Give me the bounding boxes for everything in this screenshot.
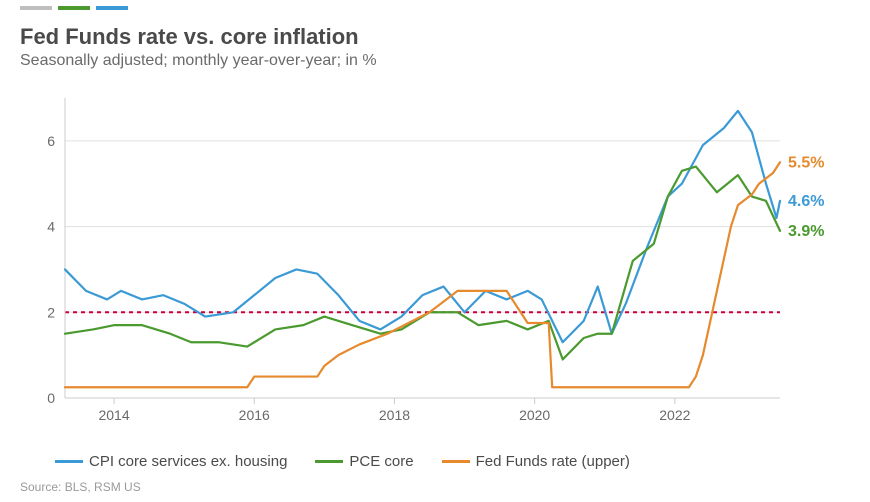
- source-text: Source: BLS, RSM US: [20, 480, 141, 494]
- svg-text:2022: 2022: [659, 407, 690, 423]
- legend: CPI core services ex. housing PCE core F…: [55, 453, 630, 470]
- chart-subtitle: Seasonally adjusted; monthly year-over-y…: [20, 52, 377, 70]
- svg-text:6: 6: [47, 133, 55, 149]
- legend-item-fedfunds: Fed Funds rate (upper): [442, 453, 630, 470]
- svg-text:4.6%: 4.6%: [788, 193, 824, 210]
- legend-label: CPI core services ex. housing: [89, 453, 287, 470]
- svg-text:2018: 2018: [379, 407, 410, 423]
- legend-item-pce: PCE core: [315, 453, 413, 470]
- legend-label: PCE core: [349, 453, 413, 470]
- svg-text:4: 4: [47, 219, 55, 235]
- svg-text:2020: 2020: [519, 407, 550, 423]
- decorative-top-dashes: [20, 6, 128, 10]
- svg-text:5.5%: 5.5%: [788, 154, 824, 171]
- svg-text:0: 0: [47, 390, 55, 406]
- svg-text:2014: 2014: [98, 407, 129, 423]
- line-chart: 0 2 4 6 2014 2016 2018 2020 2022 4.6% 3.9% 5.5%: [20, 88, 850, 428]
- svg-text:2: 2: [47, 304, 55, 320]
- svg-text:2016: 2016: [239, 407, 270, 423]
- chart-title: Fed Funds rate vs. core inflation: [20, 24, 359, 50]
- legend-item-cpi: CPI core services ex. housing: [55, 453, 287, 470]
- svg-text:3.9%: 3.9%: [788, 223, 824, 240]
- legend-label: Fed Funds rate (upper): [476, 453, 630, 470]
